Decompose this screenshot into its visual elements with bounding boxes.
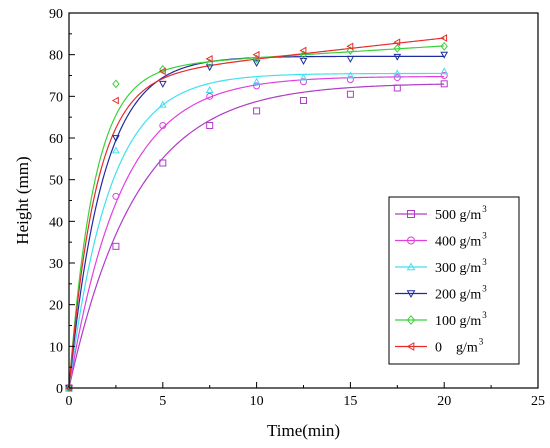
data-point: [393, 84, 401, 92]
y-tick-label: 0: [56, 382, 63, 397]
data-point: [112, 146, 120, 154]
legend-label: 400 g/m: [435, 235, 481, 250]
data-point: [393, 38, 401, 47]
data-point: [111, 96, 119, 105]
fit-curve-1: [68, 75, 445, 389]
data-point: [440, 80, 448, 88]
x-tick-label: 20: [437, 394, 451, 409]
data-point: [393, 69, 402, 77]
fit-curve-3: [68, 55, 445, 389]
fit-curve-0: [68, 83, 445, 389]
data-point: [206, 92, 214, 100]
legend-box: [388, 196, 520, 365]
data-point: [299, 73, 308, 81]
data-point: [300, 78, 307, 86]
data-point: [158, 67, 166, 76]
data-point: [252, 60, 261, 68]
fit-curve-5: [68, 37, 445, 389]
data-point: [253, 82, 261, 90]
data-point: [112, 79, 120, 89]
y-tick-label: 60: [49, 132, 63, 147]
legend-label-superscript: 3: [479, 337, 484, 347]
data-point: [205, 54, 213, 63]
x-tick-label: 10: [250, 394, 264, 409]
legend-label: 200 g/m: [435, 288, 481, 303]
data-point: [253, 107, 261, 115]
legend-label: 300 g/m: [435, 261, 481, 276]
data-point: [393, 74, 401, 82]
data-point: [205, 64, 214, 72]
data-point: [346, 55, 355, 63]
legend-marker: [407, 210, 415, 218]
fit-curve-4: [68, 45, 445, 389]
fit-curves: [68, 37, 445, 389]
y-tick-label: 90: [49, 7, 63, 22]
data-point: [112, 192, 120, 200]
data-point: [252, 77, 261, 85]
data-point: [346, 90, 354, 98]
data-point: [393, 44, 401, 53]
legend-label-superscript: 3: [482, 204, 487, 214]
data-point: [299, 58, 308, 65]
legend-label-superscript: 3: [482, 284, 487, 294]
fit-curve-2: [68, 72, 445, 389]
legend-label-superscript: 3: [482, 257, 487, 267]
data-point: [206, 122, 214, 129]
legend-marker: [406, 342, 415, 351]
y-tick-label: 40: [49, 215, 63, 230]
x-axis-title: Time(min): [267, 421, 340, 440]
data-point: [346, 71, 355, 79]
x-tick-label: 0: [66, 394, 73, 409]
legend-label-superscript: 3: [482, 310, 487, 320]
axis-ticks: 0 5 10 15 20 25 0 10 20 30 40 50 60 70 80 90: [49, 7, 545, 409]
data-point: [205, 86, 214, 93]
legend-marker: [406, 315, 416, 325]
legend-label: 100 g/m: [435, 314, 481, 329]
data-point: [300, 97, 307, 104]
y-tick-label: 20: [49, 299, 63, 314]
y-tick-label: 10: [49, 340, 63, 355]
data-point: [440, 41, 448, 51]
data-point: [252, 50, 260, 59]
data-point: [299, 46, 307, 55]
legend-marker: [406, 290, 416, 299]
data-point: [112, 135, 120, 143]
y-tick-label: 70: [49, 90, 63, 105]
y-tick-label: 80: [49, 49, 63, 64]
data-point: [440, 67, 449, 75]
y-tick-label: 50: [49, 174, 63, 189]
legend-label-superscript: 3: [482, 231, 487, 241]
data-point: [346, 42, 354, 51]
x-tick-label: 5: [159, 394, 166, 409]
data-point: [159, 159, 167, 167]
data-point: [158, 100, 167, 108]
data-point: [112, 242, 120, 250]
x-tick-label: 25: [531, 394, 545, 409]
data-point: [346, 76, 354, 84]
legend-label: 500 g/m: [435, 208, 481, 223]
x-tick-label: 15: [343, 394, 357, 409]
data-point: [158, 80, 167, 88]
data-point: [393, 53, 402, 61]
data-point: [440, 72, 448, 79]
y-axis-title: Height (mm): [13, 156, 32, 244]
data-point: [440, 51, 449, 59]
legend-label: 0 g/m: [435, 341, 478, 356]
legend-marker: [406, 262, 416, 271]
legend-marker: [407, 236, 415, 245]
data-point: [159, 122, 167, 129]
data-point: [440, 34, 448, 42]
y-tick-label: 30: [49, 257, 63, 272]
